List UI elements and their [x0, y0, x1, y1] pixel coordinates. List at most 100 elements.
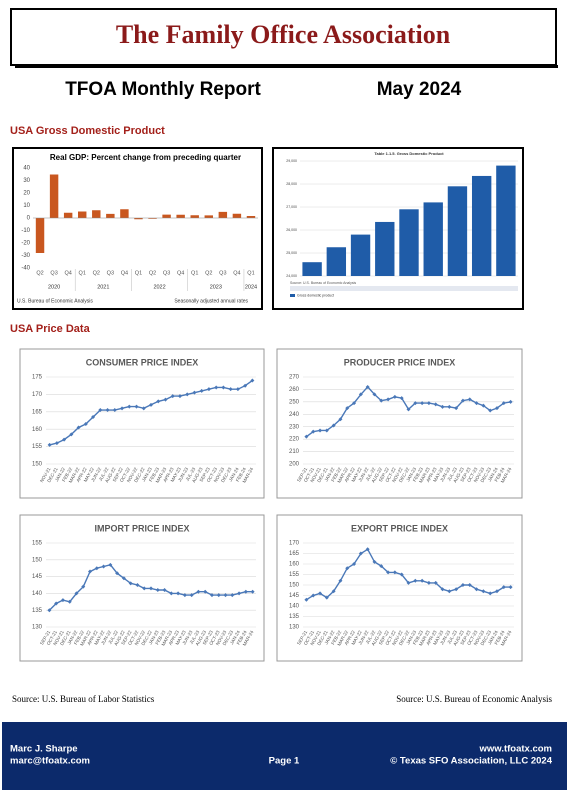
data-marker [141, 406, 146, 411]
y-tick-label: 200 [289, 462, 300, 468]
data-marker [121, 576, 126, 581]
y-tick-label: 135 [289, 614, 300, 620]
bar [162, 214, 171, 218]
y-tick-label: 210 [289, 449, 300, 455]
x-tick-label: Q1 [247, 270, 254, 276]
data-marker [447, 404, 452, 409]
data-marker [76, 425, 81, 430]
data-marker [108, 562, 113, 567]
data-marker [155, 588, 160, 593]
data-marker [304, 597, 309, 602]
y-tick-label: 220 [289, 437, 300, 443]
data-marker [454, 587, 459, 592]
x-tick-label: JUL-22 [365, 629, 377, 645]
y-tick-label: 150 [32, 462, 43, 468]
data-marker [406, 407, 411, 412]
data-marker [203, 589, 208, 594]
y-tick-label: 160 [32, 427, 43, 433]
data-marker [474, 401, 479, 406]
data-marker [494, 589, 499, 594]
legend-strip [290, 286, 518, 291]
data-marker [127, 404, 132, 409]
data-marker [169, 591, 174, 596]
y-tick-label: 20 [23, 191, 30, 197]
y-tick-label: 30 [23, 178, 30, 184]
data-marker [182, 593, 187, 598]
data-marker [433, 402, 438, 407]
chart-note: Seasonally adjusted annual rates [174, 298, 248, 304]
data-marker [91, 415, 96, 420]
data-marker [69, 432, 74, 437]
data-marker [115, 571, 120, 576]
bar [176, 214, 185, 218]
y-tick-label: -10 [21, 228, 30, 234]
data-marker [221, 385, 226, 390]
data-marker [54, 441, 59, 446]
bar [423, 202, 443, 276]
data-marker [372, 392, 377, 397]
chart-frame [276, 514, 523, 662]
x-tick-label: Q2 [149, 270, 156, 276]
data-marker [223, 593, 228, 598]
data-marker [250, 589, 255, 594]
bar [246, 216, 256, 218]
data-marker [120, 406, 125, 411]
report-date: May 2024 [377, 79, 462, 100]
x-tick-label: Q4 [177, 270, 184, 276]
x-tick-label: JUL-23 [185, 466, 197, 482]
y-tick-label: 170 [289, 541, 300, 547]
data-marker [243, 589, 248, 594]
data-marker [324, 428, 329, 433]
data-marker [235, 387, 240, 392]
x-tick-label: Q1 [135, 270, 142, 276]
data-marker [454, 406, 459, 411]
data-marker [358, 551, 363, 556]
legend-label: Gross domestic product [297, 293, 334, 297]
y-tick-label: 27,000 [286, 205, 297, 209]
data-marker [216, 593, 221, 598]
y-tick-label: -40 [21, 266, 30, 272]
x-tick-label: Q3 [107, 270, 114, 276]
report-title: TFOA Monthly Report [65, 79, 261, 100]
data-marker [98, 408, 103, 413]
data-marker [426, 580, 431, 585]
y-tick-label: 24,000 [286, 274, 297, 278]
bar [106, 213, 115, 218]
bar [120, 209, 129, 218]
data-marker [318, 591, 323, 596]
footer-email: marc@tfoatx.com [10, 756, 90, 767]
x-tick-label: JUL-23 [446, 466, 458, 482]
x-tick-label: JUL-23 [446, 629, 458, 645]
data-marker [433, 580, 438, 585]
bar [49, 174, 59, 218]
y-tick-label: 28,000 [286, 182, 297, 186]
x-tick-label: Q1 [191, 270, 198, 276]
data-marker [352, 401, 357, 406]
data-marker [189, 593, 194, 598]
bar [35, 218, 45, 253]
x-tick-label: JUL-23 [189, 629, 201, 645]
data-marker [365, 384, 370, 389]
data-marker [420, 578, 425, 583]
bar [218, 211, 228, 218]
y-tick-label: 130 [32, 625, 43, 631]
x-tick-label: Q2 [205, 270, 212, 276]
footer-copyright: © Texas SFO Association, LLC 2024 [390, 756, 552, 767]
group-label: 2023 [210, 284, 222, 290]
chart-title: IMPORT PRICE INDEX [94, 523, 189, 533]
bar [326, 247, 347, 276]
x-tick-label: Q3 [50, 270, 57, 276]
data-marker [501, 585, 506, 590]
bar [134, 218, 143, 220]
chart-title: CONSUMER PRICE INDEX [86, 357, 199, 367]
y-tick-label: 240 [289, 412, 300, 418]
x-tick-label: Q1 [79, 270, 86, 276]
footer-name: Marc J. Sharpe [10, 744, 78, 755]
data-marker [83, 421, 88, 426]
header-title: The Family Office Association [116, 20, 451, 49]
footer-page: Page 1 [269, 756, 300, 767]
data-marker [467, 397, 472, 402]
y-tick-label: 160 [289, 562, 300, 568]
bar [496, 165, 516, 276]
chart-note: Source: U.S. Bureau of Economic Analysis [290, 281, 356, 285]
